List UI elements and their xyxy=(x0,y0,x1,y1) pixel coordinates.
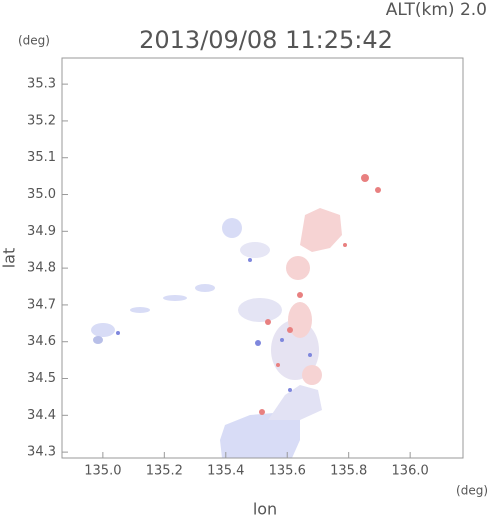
radar-field xyxy=(91,174,381,458)
x-axis-label: lon xyxy=(253,500,277,519)
y-tick-label: 34.3 xyxy=(27,445,56,460)
x-unit: (deg) xyxy=(456,484,488,498)
y-axis-label: lat xyxy=(0,248,19,269)
x-tick-label: 135.6 xyxy=(269,464,306,479)
y-tick-label: 34.4 xyxy=(27,408,56,423)
y-unit: (deg) xyxy=(18,34,50,48)
y-tick-label: 35.1 xyxy=(27,150,56,165)
y-tick-label: 34.9 xyxy=(27,224,56,239)
x-tick-label: 135.0 xyxy=(84,464,121,479)
y-tick-label: 35.3 xyxy=(27,77,56,92)
x-tick-label: 135.4 xyxy=(207,464,244,479)
plot-frame xyxy=(61,57,464,459)
x-tick-label: 136.0 xyxy=(392,464,429,479)
y-tick-label: 35.0 xyxy=(27,187,56,202)
y-tick-label: 35.2 xyxy=(27,113,56,128)
y-tick-label: 34.6 xyxy=(27,334,56,349)
y-tick-label: 34.7 xyxy=(27,297,56,312)
altitude-label: ALT(km) 2.0 xyxy=(386,0,487,20)
x-tick-label: 135.8 xyxy=(330,464,367,479)
y-tick-label: 34.5 xyxy=(27,371,56,386)
y-tick-label: 34.8 xyxy=(27,261,56,276)
chart-title: 2013/09/08 11:25:42 xyxy=(139,26,393,54)
x-tick-label: 135.2 xyxy=(146,464,183,479)
